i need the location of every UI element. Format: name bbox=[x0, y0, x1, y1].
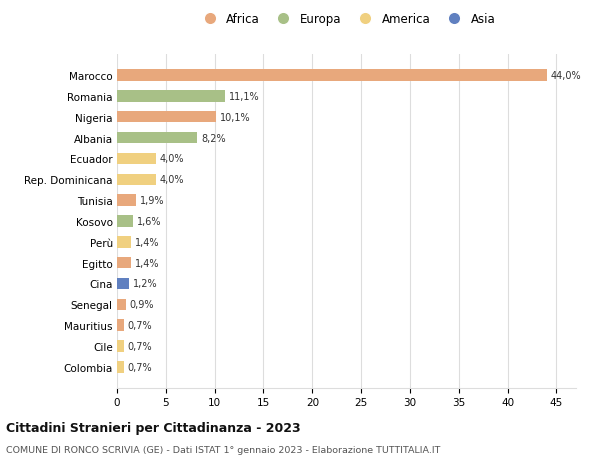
Text: 4,0%: 4,0% bbox=[160, 154, 184, 164]
Text: 4,0%: 4,0% bbox=[160, 175, 184, 185]
Text: 8,2%: 8,2% bbox=[201, 133, 226, 143]
Text: 0,7%: 0,7% bbox=[128, 341, 152, 351]
Text: 0,7%: 0,7% bbox=[128, 320, 152, 330]
Bar bbox=[117, 236, 131, 248]
Legend: Africa, Europa, America, Asia: Africa, Europa, America, Asia bbox=[196, 11, 497, 29]
Text: COMUNE DI RONCO SCRIVIA (GE) - Dati ISTAT 1° gennaio 2023 - Elaborazione TUTTITA: COMUNE DI RONCO SCRIVIA (GE) - Dati ISTA… bbox=[6, 445, 440, 454]
Bar bbox=[117, 174, 156, 185]
Bar bbox=[117, 361, 124, 373]
Bar bbox=[117, 112, 215, 123]
Text: 1,2%: 1,2% bbox=[133, 279, 157, 289]
Text: 1,9%: 1,9% bbox=[139, 196, 164, 206]
Text: 1,4%: 1,4% bbox=[134, 237, 159, 247]
Text: 0,9%: 0,9% bbox=[130, 300, 154, 310]
Bar bbox=[117, 133, 197, 144]
Bar bbox=[117, 216, 133, 227]
Bar bbox=[117, 91, 226, 102]
Bar bbox=[117, 320, 124, 331]
Text: 1,6%: 1,6% bbox=[137, 217, 161, 226]
Text: 11,1%: 11,1% bbox=[229, 92, 260, 102]
Bar bbox=[117, 153, 156, 165]
Bar bbox=[117, 195, 136, 207]
Bar bbox=[117, 257, 131, 269]
Text: 1,4%: 1,4% bbox=[134, 258, 159, 268]
Bar bbox=[117, 278, 129, 290]
Bar bbox=[117, 341, 124, 352]
Bar bbox=[117, 70, 547, 82]
Text: 44,0%: 44,0% bbox=[551, 71, 581, 81]
Text: Cittadini Stranieri per Cittadinanza - 2023: Cittadini Stranieri per Cittadinanza - 2… bbox=[6, 421, 301, 434]
Text: 10,1%: 10,1% bbox=[220, 112, 250, 123]
Bar bbox=[117, 299, 126, 310]
Text: 0,7%: 0,7% bbox=[128, 362, 152, 372]
